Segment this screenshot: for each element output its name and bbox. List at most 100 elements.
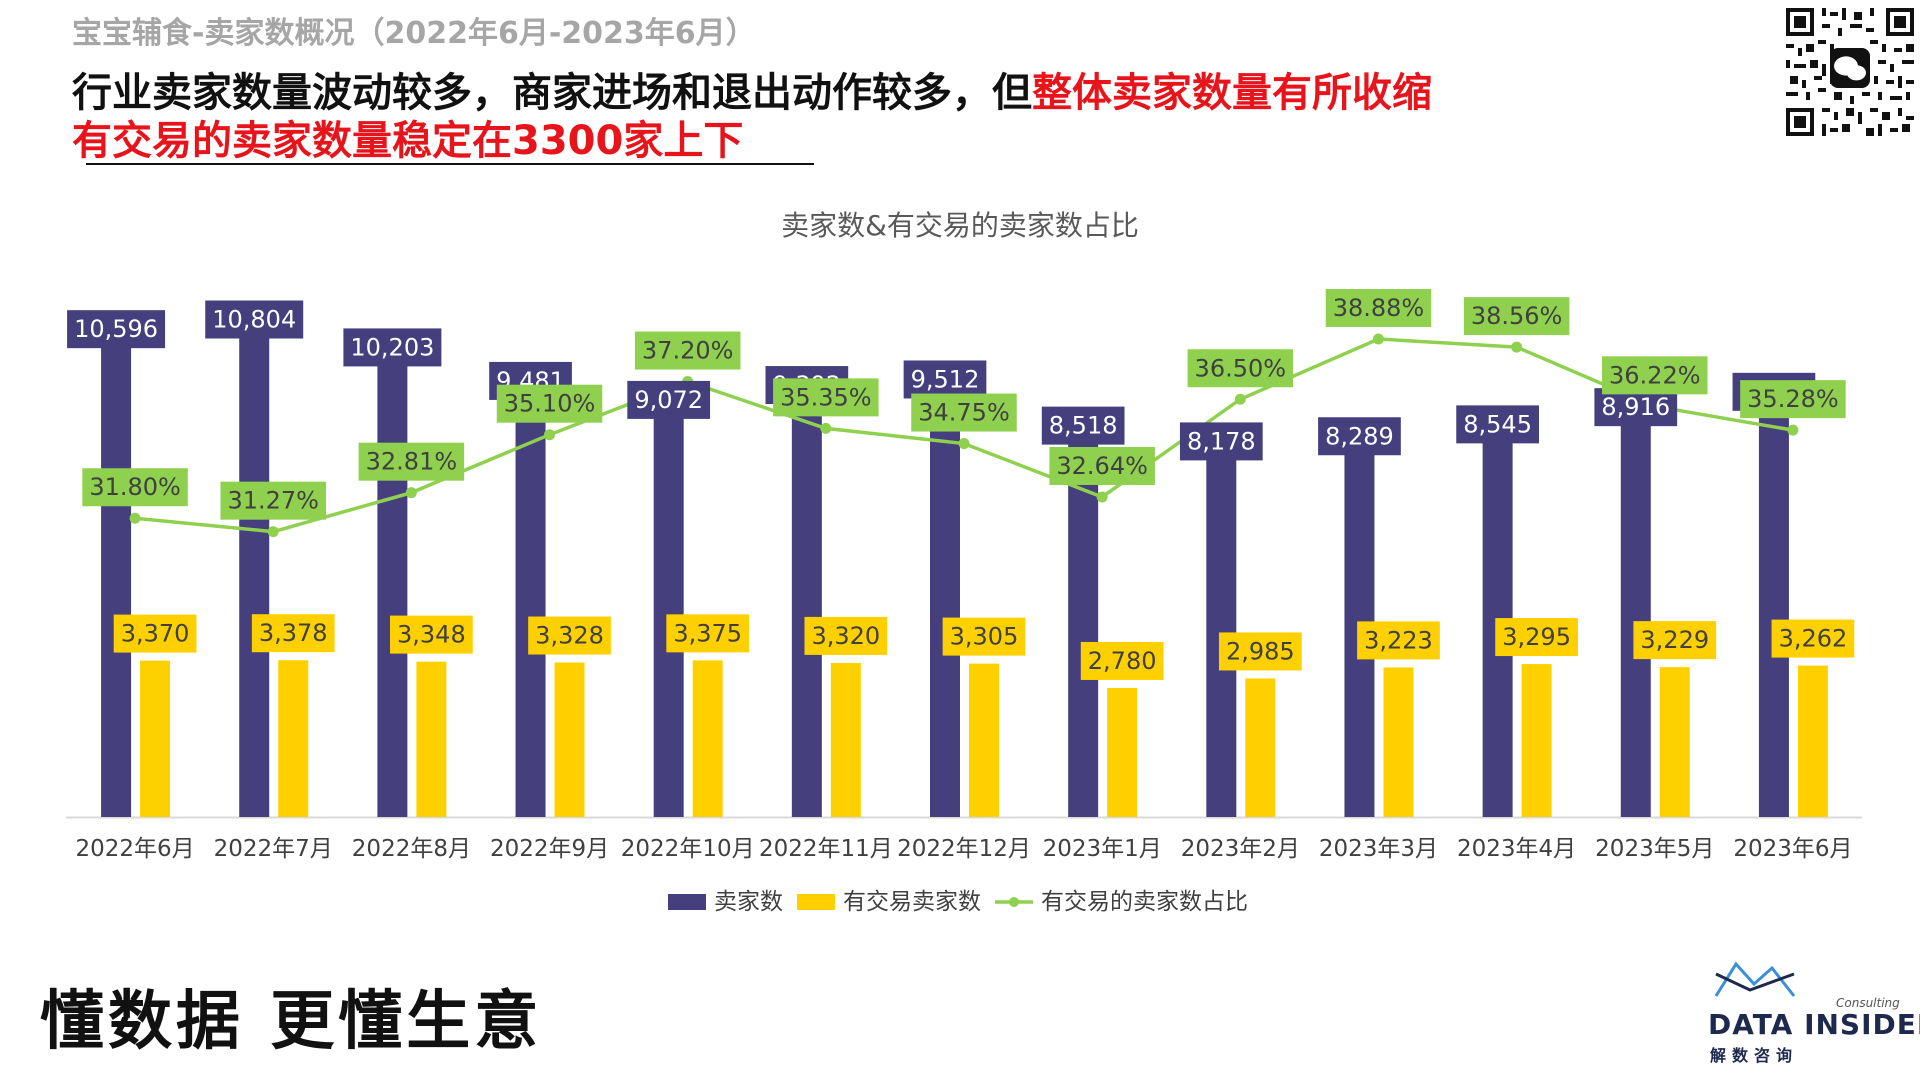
trading-data-label-box <box>390 615 473 654</box>
ratio-data-label-text: 38.88% <box>1333 294 1425 322</box>
x-tick-label: 2022年10月 <box>621 836 755 862</box>
seller-bar <box>377 343 408 817</box>
seller-data-label: 9,072 <box>627 380 711 419</box>
ratio-data-label-box <box>358 442 465 481</box>
ratio-data-label-text: 34.75% <box>918 399 1010 427</box>
trading-seller-bar <box>830 662 861 817</box>
seller-data-label-text: 9,512 <box>911 365 980 393</box>
qr-code-icon <box>1782 4 1918 140</box>
logo-chinese-text: 解数咨询 <box>1710 1046 1799 1065</box>
trading-data-label-text: 3,305 <box>950 623 1019 651</box>
ratio-data-label: 31.80% <box>82 468 188 507</box>
trading-data-label: 3,305 <box>942 617 1026 656</box>
trading-data-label-box <box>251 614 335 653</box>
x-tick-label: 2023年3月 <box>1319 836 1438 862</box>
seller-data-label-text: 9,072 <box>634 386 703 414</box>
ratio-data-label: 38.56% <box>1463 297 1570 336</box>
ratio-point <box>1511 341 1523 353</box>
trading-data-label: 3,229 <box>1633 621 1717 660</box>
chart-title: 卖家数&有交易的卖家数占比 <box>781 209 1139 242</box>
seller-data-label-box <box>1594 388 1678 427</box>
trading-seller-bar <box>1521 664 1552 817</box>
ratio-data-label-text: 35.28% <box>1747 385 1839 413</box>
seller-data-label-box <box>343 328 442 367</box>
ratio-data-label: 35.35% <box>773 378 879 417</box>
headline-red-text: 整体卖家数量有所收缩 <box>1032 70 1432 116</box>
trading-data-label-text: 3,348 <box>397 621 466 649</box>
ratio-data-label: 32.81% <box>358 442 465 481</box>
seller-data-label-box <box>1041 406 1125 445</box>
headline-underline <box>86 163 814 165</box>
footer-slogan: 懂数据 更懂生意 <box>40 985 543 1059</box>
trading-data-label: 3,295 <box>1495 618 1578 657</box>
seller-data-label-box <box>67 310 166 349</box>
seller-bar <box>930 375 960 817</box>
x-tick-label: 2023年4月 <box>1457 836 1576 862</box>
trading-data-label: 3,348 <box>390 615 473 654</box>
logo-consulting-text: Consulting <box>1836 996 1900 1010</box>
trading-data-label-box <box>1218 632 1302 671</box>
trading-data-label: 3,370 <box>113 614 197 653</box>
ratio-data-label-text: 31.80% <box>89 473 181 501</box>
trading-data-label-text: 3,328 <box>535 622 604 650</box>
seller-bar <box>515 376 546 817</box>
seller-data-label-text: 8,916 <box>1601 393 1670 421</box>
page-subtitle: 宝宝辅食-卖家数概况（2022年6月-2023年6月） <box>72 16 756 51</box>
ratio-data-label-box <box>1049 446 1155 485</box>
trading-seller-bar <box>969 663 999 817</box>
headline-line-2: 有交易的卖家数量稳定在3300家上下 <box>72 118 744 164</box>
ratio-data-label: 36.50% <box>1187 349 1294 388</box>
seller-bar <box>1620 403 1651 817</box>
trading-data-label-text: 3,378 <box>259 619 328 647</box>
trading-data-label: 3,328 <box>528 616 611 655</box>
trading-data-label-text: 3,295 <box>1502 623 1571 651</box>
trading-data-label: 2,780 <box>1080 641 1164 680</box>
seller-bar <box>239 315 270 817</box>
ratio-point <box>820 422 832 434</box>
ratio-data-label-text: 31.27% <box>227 487 319 515</box>
trading-data-label-text: 3,229 <box>1640 626 1709 654</box>
ratio-data-label-text: 32.81% <box>366 448 458 476</box>
x-tick-label: 2023年6月 <box>1733 836 1852 862</box>
trading-data-label-box <box>1771 619 1855 658</box>
ratio-point <box>1787 424 1799 436</box>
trading-seller-bar <box>1107 687 1138 817</box>
ratio-data-label: 35.10% <box>496 384 603 423</box>
data-insider-logo: Consulting DATA INSIDER 解数咨询 <box>1708 960 1920 1065</box>
seller-data-label: 8,545 <box>1456 405 1539 444</box>
x-tick-label: 2023年2月 <box>1181 836 1300 862</box>
trading-data-label: 3,223 <box>1357 621 1440 660</box>
legend-swatch-ratio-dot <box>1009 897 1019 907</box>
legend-swatch-seller <box>668 894 706 910</box>
trading-seller-bar <box>1797 665 1828 817</box>
legend-label-seller: 卖家数 <box>714 889 783 915</box>
trading-data-label: 3,375 <box>666 614 750 653</box>
ratio-point <box>958 438 970 450</box>
x-tick-label: 2022年6月 <box>75 836 194 862</box>
ratio-data-label-box <box>1602 356 1708 395</box>
seller-data-label-text: 8,178 <box>1187 427 1256 455</box>
ratio-data-label-text: 38.56% <box>1471 302 1563 330</box>
trading-data-label-box <box>942 617 1026 656</box>
seller-data-label-text: 8,518 <box>1049 412 1118 440</box>
trading-data-label-text: 2,985 <box>1226 637 1295 665</box>
trading-data-label-box <box>1080 641 1164 680</box>
ratio-data-label-box <box>634 331 741 370</box>
seller-data-label-text: 10,203 <box>350 333 434 361</box>
ratio-data-label: 36.22% <box>1602 356 1708 395</box>
seller-data-label: 8,289 <box>1318 417 1401 456</box>
ratio-data-label-text: 35.35% <box>780 383 872 411</box>
logo-name-text: DATA INSIDER <box>1708 1008 1920 1041</box>
trading-data-label-text: 3,223 <box>1364 626 1433 654</box>
ratio-data-label: 31.27% <box>220 481 326 520</box>
ratio-point <box>1372 333 1384 345</box>
seller-data-label-text: 8,289 <box>1325 422 1394 450</box>
seller-bar <box>791 381 822 817</box>
trading-data-label-text: 3,320 <box>811 622 880 650</box>
ratio-data-label-text: 36.50% <box>1195 354 1287 382</box>
seller-data-label: 8,916 <box>1594 388 1678 427</box>
trading-data-label-text: 3,375 <box>673 619 742 647</box>
ratio-point <box>129 512 141 524</box>
x-tick-label: 2022年8月 <box>352 836 471 862</box>
ratio-data-label-box <box>911 393 1017 432</box>
